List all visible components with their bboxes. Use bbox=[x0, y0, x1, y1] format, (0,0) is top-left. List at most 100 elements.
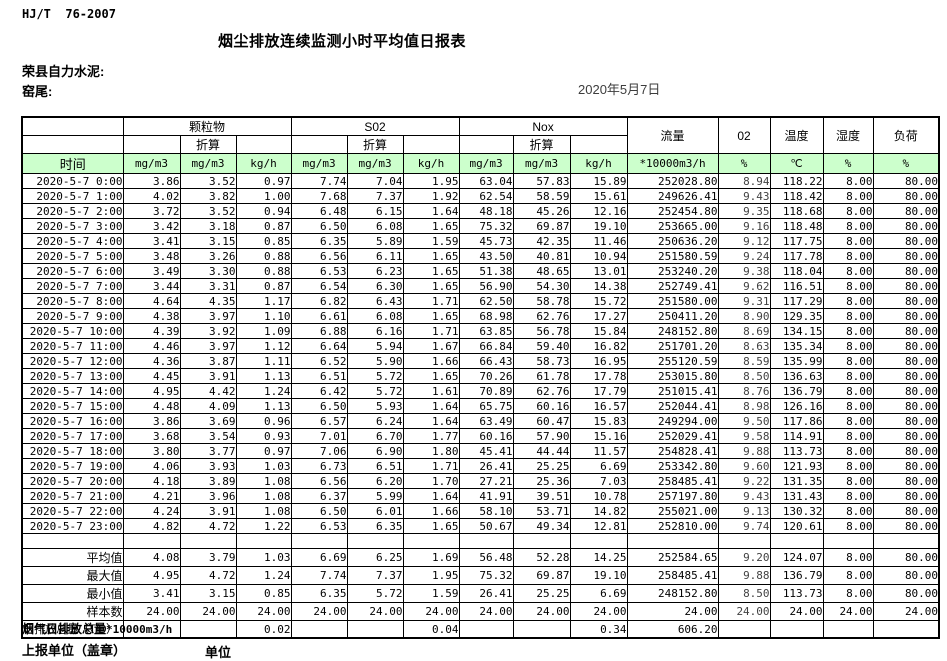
value-cell: 80.00 bbox=[872, 458, 940, 474]
unit-cell: mg/m3 bbox=[346, 153, 404, 174]
value-cell: 6.61 bbox=[290, 308, 348, 324]
value-cell: 25.25 bbox=[512, 458, 571, 474]
spacer-cell bbox=[626, 533, 719, 549]
value-cell: 3.44 bbox=[122, 278, 181, 294]
time-cell: 2020-5-7 8:00 bbox=[21, 293, 124, 309]
value-cell: 8.00 bbox=[822, 338, 874, 354]
value-cell: 1.03 bbox=[235, 458, 292, 474]
spacer-cell bbox=[769, 533, 824, 549]
value-cell: 4.39 bbox=[122, 323, 181, 339]
value-cell: 66.43 bbox=[458, 353, 514, 369]
value-cell: 9.38 bbox=[717, 263, 771, 279]
value-cell: 8.00 bbox=[822, 308, 874, 324]
value-cell: 6.56 bbox=[290, 473, 348, 489]
summary-value-cell: 80.00 bbox=[872, 584, 940, 603]
spacer-row bbox=[21, 533, 940, 549]
converted-header-so2: 折算 bbox=[346, 135, 404, 154]
column-header-humidity: 湿度 bbox=[822, 116, 874, 154]
value-cell: 7.68 bbox=[290, 188, 348, 204]
unit-cell: % bbox=[822, 153, 874, 174]
value-cell: 9.74 bbox=[717, 518, 771, 534]
value-cell: 68.98 bbox=[458, 308, 514, 324]
unit-cell: mg/m3 bbox=[290, 153, 348, 174]
blank-cell bbox=[21, 135, 124, 154]
value-cell: 48.65 bbox=[512, 263, 571, 279]
value-cell: 8.00 bbox=[822, 428, 874, 444]
value-cell: 3.31 bbox=[179, 278, 237, 294]
value-cell: 252454.80 bbox=[626, 203, 719, 219]
value-cell: 8.00 bbox=[822, 443, 874, 459]
value-cell: 250411.20 bbox=[626, 308, 719, 324]
value-cell: 1.64 bbox=[402, 398, 460, 414]
summary-value-cell: 24.00 bbox=[402, 602, 460, 621]
value-cell: 1.67 bbox=[402, 338, 460, 354]
value-cell: 117.78 bbox=[769, 248, 824, 264]
value-cell: 1.13 bbox=[235, 398, 292, 414]
value-cell: 7.74 bbox=[290, 173, 348, 189]
value-cell: 16.95 bbox=[569, 353, 628, 369]
value-cell: 255120.59 bbox=[626, 353, 719, 369]
summary-value-cell bbox=[458, 620, 514, 639]
value-cell: 14.38 bbox=[569, 278, 628, 294]
value-cell: 3.69 bbox=[179, 413, 237, 429]
value-cell: 5.99 bbox=[346, 488, 404, 504]
value-cell: 15.16 bbox=[569, 428, 628, 444]
value-cell: 1.71 bbox=[402, 458, 460, 474]
group-header-pm: 颗粒物 bbox=[122, 116, 292, 136]
spacer-cell bbox=[512, 533, 571, 549]
value-cell: 6.16 bbox=[346, 323, 404, 339]
converted-header-nox: 折算 bbox=[512, 135, 571, 154]
summary-value-cell: 56.48 bbox=[458, 548, 514, 567]
value-cell: 4.38 bbox=[122, 308, 181, 324]
table-row: 2020-5-7 12:00 4.36 3.87 1.11 6.52 5.90 1.66 66… bbox=[21, 353, 940, 369]
value-cell: 9.12 bbox=[717, 233, 771, 249]
value-cell: 3.92 bbox=[179, 323, 237, 339]
value-cell: 114.91 bbox=[769, 428, 824, 444]
summary-value-cell: 1.59 bbox=[402, 584, 460, 603]
unit-cell: kg/h bbox=[235, 153, 292, 174]
value-cell: 118.48 bbox=[769, 218, 824, 234]
value-cell: 8.00 bbox=[822, 263, 874, 279]
summary-value-cell bbox=[512, 620, 571, 639]
summary-value-cell: 24.00 bbox=[569, 602, 628, 621]
value-cell: 63.49 bbox=[458, 413, 514, 429]
value-cell: 4.18 bbox=[122, 473, 181, 489]
summary-value-cell: 0.04 bbox=[402, 620, 460, 639]
blank-cell bbox=[122, 135, 181, 154]
unit-cell: kg/h bbox=[569, 153, 628, 174]
column-header-load: 负荷 bbox=[872, 116, 940, 154]
value-cell: 8.00 bbox=[822, 323, 874, 339]
summary-value-cell: 1.03 bbox=[235, 548, 292, 567]
value-cell: 8.00 bbox=[822, 413, 874, 429]
unit-cell: ℃ bbox=[769, 153, 824, 174]
value-cell: 66.84 bbox=[458, 338, 514, 354]
value-cell: 251580.59 bbox=[626, 248, 719, 264]
value-cell: 4.09 bbox=[179, 398, 237, 414]
value-cell: 253665.00 bbox=[626, 218, 719, 234]
value-cell: 6.52 bbox=[290, 353, 348, 369]
flue-gas-daily-total-text: 烟气日排放总量 bbox=[22, 622, 107, 636]
value-cell: 4.72 bbox=[179, 518, 237, 534]
value-cell: 136.63 bbox=[769, 368, 824, 384]
value-cell: 14.82 bbox=[569, 503, 628, 519]
value-cell: 80.00 bbox=[872, 473, 940, 489]
value-cell: 1.77 bbox=[402, 428, 460, 444]
value-cell: 8.00 bbox=[822, 383, 874, 399]
flue-gas-daily-total-label: 烟气日排放总量*10000m3/h bbox=[22, 620, 172, 637]
time-cell: 2020-5-7 3:00 bbox=[21, 218, 124, 234]
value-cell: 117.75 bbox=[769, 233, 824, 249]
value-cell: 6.08 bbox=[346, 218, 404, 234]
spacer-cell bbox=[569, 533, 628, 549]
value-cell: 80.00 bbox=[872, 323, 940, 339]
summary-row: 平均值 4.08 3.79 1.03 6.69 6.25 1.69 56.48 52.28 14.… bbox=[21, 548, 940, 567]
value-cell: 5.90 bbox=[346, 353, 404, 369]
table-row: 2020-5-7 22:00 4.24 3.91 1.08 6.50 6.01 1.66 58… bbox=[21, 503, 940, 519]
value-cell: 1.65 bbox=[402, 263, 460, 279]
summary-label: 平均值 bbox=[21, 548, 124, 567]
summary-value-cell: 0.34 bbox=[569, 620, 628, 639]
summary-value-cell: 6.35 bbox=[290, 584, 348, 603]
value-cell: 6.23 bbox=[346, 263, 404, 279]
value-cell: 131.35 bbox=[769, 473, 824, 489]
value-cell: 252044.41 bbox=[626, 398, 719, 414]
summary-value-cell: 14.25 bbox=[569, 548, 628, 567]
